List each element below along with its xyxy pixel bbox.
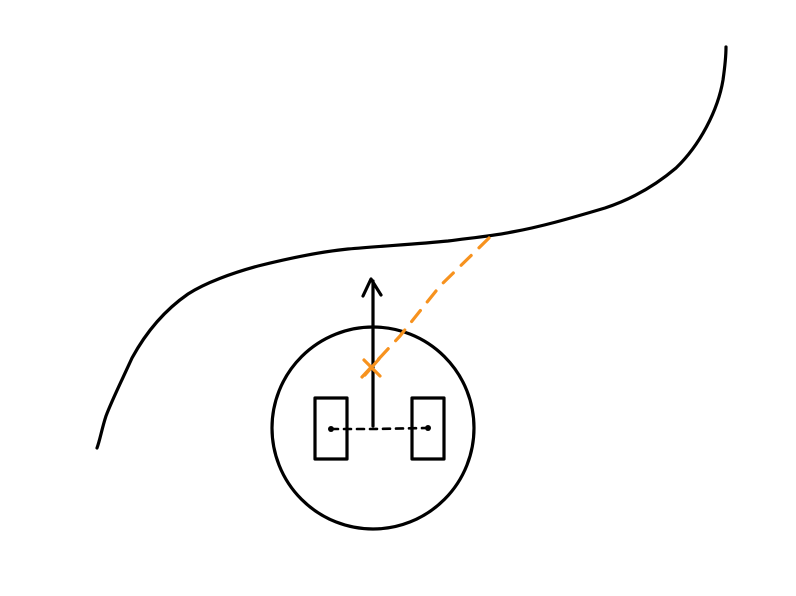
axle-dashed-line [328,425,431,432]
right-wheel-center-dot [425,425,431,431]
path-curve [95,45,728,450]
left-wheel-center-dot [328,426,334,432]
lookahead-point-marker [362,357,382,378]
heading-arrow [361,277,383,428]
lookahead-dashed-line [360,236,491,379]
